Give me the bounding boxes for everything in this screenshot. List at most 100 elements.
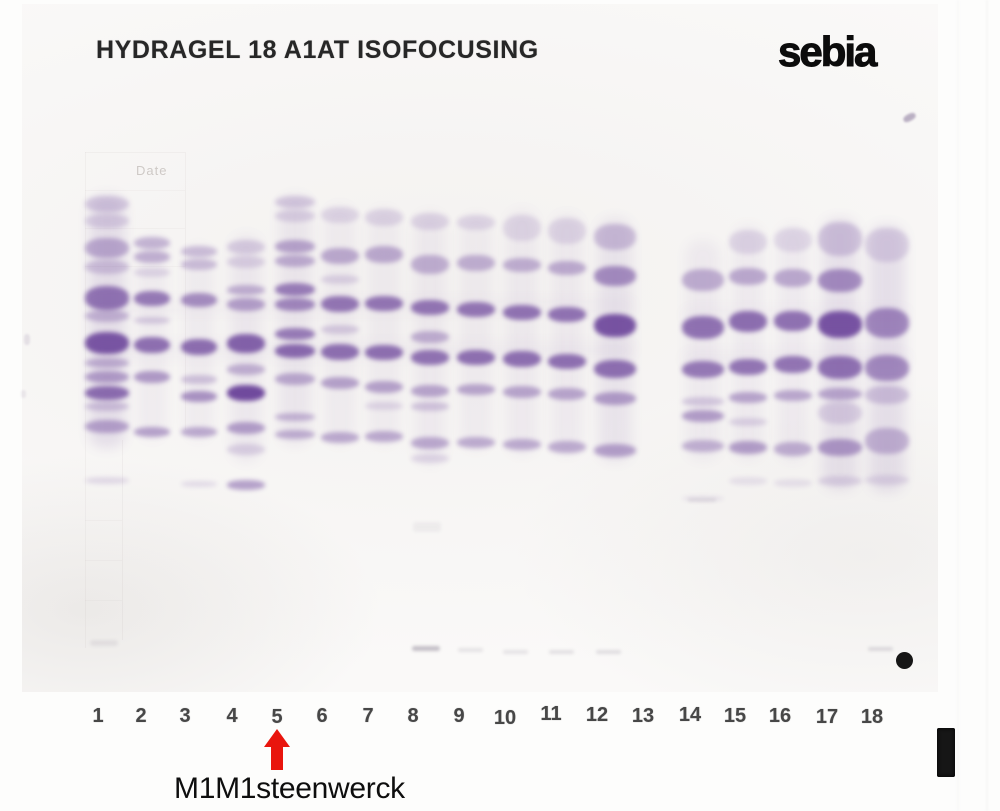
lane-smear xyxy=(369,208,399,445)
protein-band xyxy=(594,266,636,286)
protein-band xyxy=(411,255,449,274)
gel-speck xyxy=(21,390,26,398)
protein-band xyxy=(729,359,767,375)
row-streak xyxy=(90,343,635,357)
protein-band xyxy=(548,441,586,453)
protein-band xyxy=(774,390,812,401)
gel-lane-12 xyxy=(594,0,636,692)
lane-number-2: 2 xyxy=(135,705,147,727)
gel-smudge xyxy=(688,498,716,502)
protein-band xyxy=(503,215,541,241)
lane-number-18: 18 xyxy=(860,706,884,728)
lane-number-7: 7 xyxy=(362,705,374,727)
gel-lane-4 xyxy=(227,0,265,692)
protein-band xyxy=(865,428,909,454)
lane-number-16: 16 xyxy=(768,705,792,727)
protein-band xyxy=(227,334,265,353)
protein-band xyxy=(85,386,129,400)
protein-band xyxy=(227,422,265,434)
protein-band xyxy=(365,296,403,311)
protein-band xyxy=(411,454,449,463)
protein-band xyxy=(85,310,129,322)
lane-number-6: 6 xyxy=(316,705,328,727)
protein-band xyxy=(134,371,170,383)
protein-band xyxy=(411,385,449,397)
protein-band xyxy=(503,351,541,367)
protein-band xyxy=(503,439,541,450)
lane-number-4: 4 xyxy=(226,705,238,727)
lane-number-8: 8 xyxy=(407,705,419,727)
protein-band xyxy=(594,444,636,457)
protein-band xyxy=(321,248,359,264)
gel-lane-11 xyxy=(548,0,586,692)
protein-band xyxy=(594,224,636,250)
protein-band xyxy=(365,381,403,393)
gel-smudge xyxy=(503,650,528,654)
gel-smudge xyxy=(549,650,574,654)
protein-band xyxy=(818,476,862,486)
gel-lane-8 xyxy=(411,0,449,692)
protein-band xyxy=(548,307,586,322)
protein-band xyxy=(729,230,767,254)
arrow-head xyxy=(264,729,290,747)
lane-number-11: 11 xyxy=(540,703,562,725)
protein-band xyxy=(275,196,315,208)
lane-smear xyxy=(822,218,858,490)
protein-band xyxy=(818,222,862,256)
protein-band xyxy=(134,268,170,277)
protein-band xyxy=(548,388,586,400)
protein-band xyxy=(275,430,315,439)
protein-band xyxy=(682,316,724,339)
gel-smudge xyxy=(90,640,118,646)
protein-band xyxy=(321,325,359,334)
ink-dot xyxy=(896,652,913,669)
protein-band xyxy=(457,255,495,271)
protein-band xyxy=(85,238,129,258)
protein-band xyxy=(818,402,862,424)
protein-band xyxy=(275,210,315,222)
protein-band xyxy=(548,354,586,369)
ghost-form-line xyxy=(85,190,185,191)
gel-lane-1 xyxy=(85,0,129,692)
protein-band xyxy=(774,479,812,487)
protein-band xyxy=(181,293,217,307)
protein-band xyxy=(818,439,862,456)
protein-band xyxy=(594,392,636,405)
protein-band xyxy=(411,350,449,365)
annotation-label: M1M1steenwerck xyxy=(174,772,405,805)
protein-band xyxy=(729,311,767,332)
protein-band xyxy=(865,355,909,381)
lane-smear xyxy=(89,195,125,448)
lane-smear xyxy=(778,225,808,462)
protein-band xyxy=(85,371,129,383)
lane-smear xyxy=(461,214,491,450)
protein-band xyxy=(365,246,403,263)
protein-band xyxy=(682,361,724,378)
protein-band xyxy=(865,475,909,485)
gel-lane-3 xyxy=(181,0,217,692)
protein-band xyxy=(457,302,495,317)
protein-band xyxy=(227,285,265,295)
protein-band xyxy=(865,228,909,262)
protein-band xyxy=(503,258,541,272)
protein-band xyxy=(85,332,129,354)
protein-band xyxy=(275,344,315,358)
protein-band xyxy=(321,344,359,360)
protein-band xyxy=(85,477,129,484)
gel-lane-2 xyxy=(134,0,170,692)
gel-lane-10 xyxy=(503,0,541,692)
protein-band xyxy=(411,402,449,411)
protein-band xyxy=(85,358,129,368)
lane-smear xyxy=(279,195,311,445)
protein-band xyxy=(503,386,541,398)
lane-number-9: 9 xyxy=(453,705,465,727)
lane-number-1: 1 xyxy=(92,705,104,727)
lane-smear xyxy=(325,205,355,445)
protein-band xyxy=(321,275,359,284)
gel-smudge xyxy=(868,647,893,651)
gel-lane-18 xyxy=(865,0,909,692)
protein-band xyxy=(457,215,495,230)
protein-band xyxy=(365,431,403,442)
gel-lane-6 xyxy=(321,0,359,692)
protein-band xyxy=(594,314,636,337)
